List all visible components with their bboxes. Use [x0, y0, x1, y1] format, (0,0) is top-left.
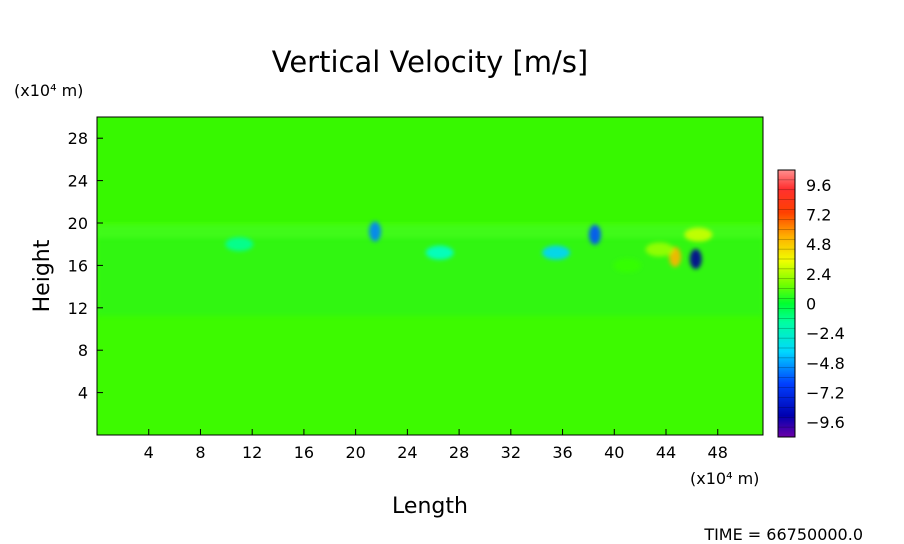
velocity-feature: [225, 237, 254, 252]
y-tick-label: 20: [68, 214, 88, 233]
y-tick-label: 24: [68, 172, 88, 191]
colorbar-tick-label: −9.6: [806, 413, 845, 432]
y-tick-label: 12: [68, 299, 88, 318]
x-tick-label: 48: [708, 443, 728, 462]
band-active-layer: [97, 226, 763, 316]
y-tick-label: 16: [68, 256, 88, 275]
x-tick-label: 4: [144, 443, 154, 462]
x-tick-label: 44: [656, 443, 676, 462]
heatmap-plot-area: [96, 116, 764, 436]
colorbar-tick-label: −2.4: [806, 324, 845, 343]
time-label: TIME = 66750000.0: [703, 525, 863, 544]
x-unit-label: (x10⁴ m): [690, 469, 759, 488]
velocity-feature: [689, 249, 702, 270]
y-axis-ticks: 4 8 12 16 20 24 28: [68, 129, 103, 403]
x-axis-label: Length: [392, 494, 468, 519]
x-tick-label: 16: [294, 443, 314, 462]
y-unit-label: (x10⁴ m): [14, 81, 83, 100]
colorbar-gradient: [778, 170, 795, 437]
band-top-edge: [97, 224, 763, 238]
x-axis-ticks: 4 8 12 16 20 24 28 32 36 40 44 48: [144, 429, 728, 462]
colorbar-tick-label: 0: [806, 295, 816, 314]
colorbar-tick-label: −7.2: [806, 384, 845, 403]
velocity-feature: [613, 258, 642, 273]
x-tick-label: 8: [195, 443, 205, 462]
colorbar-frame: [777, 169, 796, 438]
colorbar-tick-label: 7.2: [806, 206, 831, 225]
band-upper-green: [97, 117, 763, 222]
y-axis-label: Height: [30, 239, 55, 312]
y-tick-label: 4: [78, 384, 88, 403]
y-tick-label: 8: [78, 341, 88, 360]
chart-title: Vertical Velocity [m/s]: [272, 45, 589, 79]
x-tick-label: 20: [345, 443, 365, 462]
colorbar-tick-label: 4.8: [806, 235, 831, 254]
x-tick-label: 32: [501, 443, 521, 462]
velocity-feature: [684, 227, 713, 242]
plot-frame: [96, 116, 764, 436]
x-tick-label: 24: [397, 443, 417, 462]
velocity-feature: [425, 245, 454, 260]
velocity-feature: [542, 245, 571, 260]
y-tick-label: 28: [68, 129, 88, 148]
colorbar-tick-label: 2.4: [806, 265, 831, 284]
x-tick-label: 40: [604, 443, 624, 462]
x-tick-label: 36: [552, 443, 572, 462]
x-tick-label: 12: [242, 443, 262, 462]
colorbar: 9.6 7.2 4.8 2.4 0 −2.4 −4.8 −7.2 −9.6: [777, 169, 845, 438]
colorbar-tick-label: −4.8: [806, 354, 845, 373]
colorbar-tick-label: 9.6: [806, 176, 831, 195]
velocity-feature: [588, 224, 601, 245]
velocity-feature: [645, 242, 674, 257]
x-tick-label: 28: [449, 443, 469, 462]
velocity-feature: [369, 221, 382, 242]
